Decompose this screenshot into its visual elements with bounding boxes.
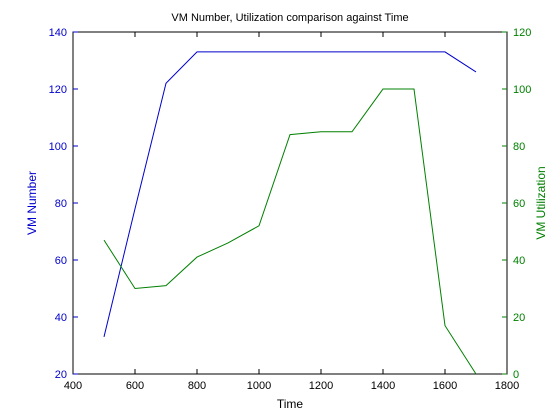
right-y-axis-label: VM Utilization xyxy=(534,166,548,239)
right-y-axis-ticks: 0 20 40 60 80 100 120 xyxy=(502,27,531,381)
left-y-tick-label: 100 xyxy=(49,141,67,153)
right-y-tick-label: 100 xyxy=(513,84,531,96)
left-y-tick-label: 80 xyxy=(55,198,67,210)
right-y-tick-label: 20 xyxy=(513,312,525,324)
plot-area xyxy=(72,31,508,375)
right-y-tick-label: 60 xyxy=(513,198,525,210)
right-y-tick-label: 40 xyxy=(513,255,525,267)
series-layer xyxy=(103,51,477,375)
right-y-tick-label: 120 xyxy=(513,27,531,39)
x-tick-label: 1000 xyxy=(247,380,271,392)
left-y-tick-label: 20 xyxy=(55,369,67,381)
x-tick-label: 800 xyxy=(188,380,206,392)
x-tick-label: 1400 xyxy=(371,380,395,392)
x-axis-label: Time xyxy=(277,397,304,411)
x-tick-label: 600 xyxy=(126,380,144,392)
left-y-tick-label: 60 xyxy=(55,255,67,267)
vm-utilization-line xyxy=(103,88,477,375)
left-y-tick-label: 120 xyxy=(49,84,67,96)
x-tick-label: 400 xyxy=(64,380,82,392)
left-y-tick-label: 40 xyxy=(55,312,67,324)
left-y-axis-ticks: 20 40 60 80 100 120 140 xyxy=(49,27,78,381)
chart-title: VM Number, Utilization comparison agains… xyxy=(171,12,408,24)
left-y-axis-label: VM Number xyxy=(25,171,39,235)
x-tick-label: 1800 xyxy=(495,380,519,392)
vm-number-line xyxy=(103,51,477,338)
x-axis-ticks: 400 600 800 1000 1200 1400 1600 1800 xyxy=(64,32,519,392)
right-y-tick-label: 0 xyxy=(513,369,519,381)
right-y-tick-label: 80 xyxy=(513,141,525,153)
left-y-tick-label: 140 xyxy=(49,27,67,39)
x-tick-label: 1200 xyxy=(309,380,333,392)
x-tick-label: 1600 xyxy=(433,380,457,392)
